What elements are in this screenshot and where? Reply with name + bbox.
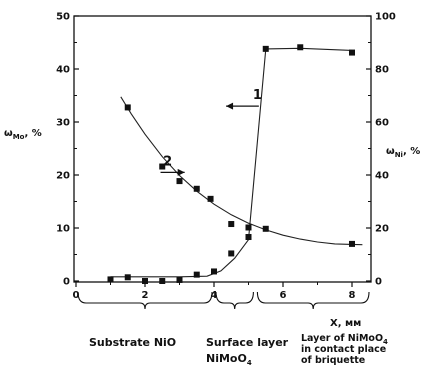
right-tick-label: 40: [375, 171, 389, 182]
plot-border: [73, 15, 372, 283]
region-label-2: NiMoO4: [206, 352, 252, 367]
series-2-point: [193, 185, 200, 192]
fit-curve-2: [120, 96, 363, 246]
right-tick-label: 80: [375, 65, 389, 76]
right-tick-label: 0: [375, 277, 382, 288]
data-points: [107, 44, 355, 284]
x-tick-label: 2: [142, 290, 149, 301]
left-tick-label: 40: [56, 65, 70, 76]
left-axis-label: ωMo, %: [4, 128, 42, 141]
right-axis-label: ωNi, %: [386, 146, 420, 159]
region-label-3: of briquette: [301, 355, 365, 366]
plot-frame: [73, 15, 372, 283]
series-2-point: [228, 221, 235, 228]
region-label-3: in contact place: [301, 344, 386, 355]
series-1-point: [297, 44, 304, 51]
series-2-point: [176, 178, 183, 185]
region-label-2: Surface layer: [206, 336, 289, 349]
annotation-arrowhead-1: [226, 102, 234, 110]
region-bracket-2: [215, 291, 254, 310]
series-2-point: [159, 163, 166, 170]
series-2-point: [262, 225, 269, 232]
annotation-arrowhead-2: [177, 168, 185, 176]
series-1-point: [349, 49, 355, 56]
x-tick-label: 8: [349, 290, 356, 301]
series-2-point: [207, 195, 214, 202]
left-tick-label: 30: [56, 118, 70, 129]
left-tick-label: 0: [63, 277, 70, 288]
right-tick-label: 100: [375, 12, 396, 23]
right-tick-label: 20: [375, 224, 389, 235]
series-1-point: [107, 276, 114, 283]
series-1-point: [124, 274, 131, 281]
region-label-3: Layer of NiMoO4: [301, 333, 388, 346]
right-tick-label: 60: [375, 118, 389, 129]
series-1-point: [159, 278, 166, 284]
series-2-point: [245, 224, 252, 231]
right-y-axis: 0 20 40 60 80 100 ωNi, %: [366, 12, 420, 288]
series-1-point: [228, 250, 235, 257]
fit-curve-1: [110, 47, 353, 278]
series-1-point: [193, 271, 200, 278]
x-axis-label: X, мм: [330, 318, 361, 329]
series-1-point: [142, 278, 148, 284]
series-1-point: [211, 268, 217, 275]
series-1-point: [176, 276, 183, 283]
series-1-point: [245, 234, 252, 241]
region-brackets: Substrate NiO Surface layer NiMoO4 Layer of…: [77, 291, 388, 367]
left-y-axis: 0 10 20 30 40 50 ωMo, %: [4, 12, 79, 288]
annotations: 12: [160, 88, 262, 176]
region-bracket-3: [256, 291, 370, 310]
series-1-point: [262, 45, 269, 52]
annotation-label-1: 1: [253, 88, 262, 103]
region-label-1: Substrate NiO: [89, 336, 176, 349]
left-tick-label: 10: [56, 224, 70, 235]
x-tick-label: 6: [280, 290, 287, 301]
series-2-point: [124, 104, 131, 111]
region-bracket-1: [77, 291, 213, 310]
left-tick-label: 50: [56, 12, 70, 23]
x-tick-label: 4: [211, 290, 218, 301]
annotation-label-2: 2: [163, 154, 172, 169]
left-tick-label: 20: [56, 171, 70, 182]
series-2-point: [349, 240, 355, 247]
fit-curves: [110, 47, 363, 278]
x-tick-label: 0: [73, 290, 80, 301]
x-axis: 0 2 4 6 8 X, мм: [73, 282, 361, 329]
